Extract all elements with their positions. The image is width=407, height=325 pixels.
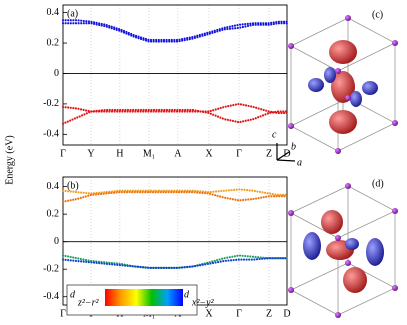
y-tick-label: 0 (54, 68, 59, 79)
colorbar-sublabel: x²−y² (191, 297, 215, 308)
band-line (61, 108, 289, 125)
y-tick-label: -0.2 (43, 98, 59, 109)
band-line (61, 257, 289, 269)
x-tick-label: Γ (236, 148, 242, 159)
band-line (61, 254, 289, 269)
x-tick-label: Γ (60, 148, 66, 159)
plot-frame (62, 4, 288, 146)
y-tick-label: 0.4 (47, 181, 60, 192)
y-axis-label: Energy (eV) (4, 135, 15, 185)
y-tick-label: -0.2 (43, 264, 59, 275)
axis-label: a (297, 157, 302, 168)
x-tick-label: H (116, 148, 123, 159)
image-label: (d) (372, 178, 384, 189)
y-tick-label: 0 (54, 236, 59, 247)
x-tick-label: D (283, 148, 290, 159)
x-tick-label: A (174, 148, 182, 159)
axis-label: c (272, 129, 277, 140)
y-tick-label: -0.4 (43, 129, 59, 140)
axis-triad (276, 143, 296, 162)
x-tick-label: Z (266, 148, 272, 159)
x-tick-label: D (283, 308, 290, 319)
colorbar-sublabel: z²−r² (77, 297, 100, 308)
orbital-lobes-d (288, 183, 398, 318)
panel-label: (a) (67, 8, 78, 19)
band-line (61, 102, 289, 115)
y-tick-label: 0.2 (47, 37, 60, 48)
y-tick-label: 0.4 (47, 7, 60, 18)
colorbar (105, 289, 183, 306)
x-tick-label: Y (87, 148, 94, 159)
x-tick-label: Γ (60, 308, 66, 319)
y-tick-label: 0.2 (47, 208, 60, 219)
panel-label: (b) (67, 180, 79, 191)
band-line (61, 19, 289, 42)
x-tick-label: X (205, 148, 213, 159)
x-tick-label: X (205, 308, 213, 319)
y-tick-label: -0.4 (43, 291, 59, 302)
x-tick-label: M₁ (143, 148, 155, 159)
image-label: (c) (372, 9, 383, 20)
band-line (61, 191, 289, 203)
colorbar-label: d (184, 289, 190, 300)
x-tick-label: Γ (236, 308, 242, 319)
orbital-lobes-c (288, 15, 398, 154)
axis-label: b (291, 141, 296, 152)
band-line (61, 188, 289, 196)
colorbar-label: d (70, 289, 76, 300)
band-line (61, 22, 289, 43)
x-tick-label: Z (266, 308, 272, 319)
